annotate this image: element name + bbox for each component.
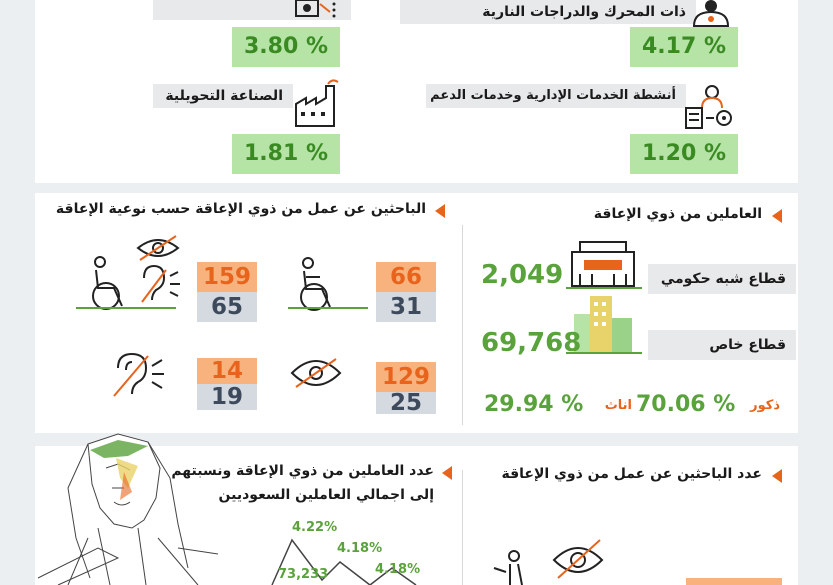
chevron-icon xyxy=(772,469,782,483)
chevron-icon xyxy=(435,204,445,218)
ear-count-bottom: 19 xyxy=(197,384,257,410)
green-baseline xyxy=(566,352,642,354)
eye-icon xyxy=(290,358,342,388)
sector-left-percent: 3.80 % xyxy=(232,27,340,67)
chevron-icon xyxy=(772,209,782,223)
private-sector-value: 69,768 xyxy=(481,328,582,358)
green-baseline xyxy=(76,307,176,309)
multiple-count-top: 159 xyxy=(197,262,257,292)
males-percent: 70.06 % xyxy=(636,392,736,417)
semi-government-value: 2,049 xyxy=(481,260,564,290)
employed-disabled-title: العاملين من ذوي الإعاقة xyxy=(593,206,762,222)
sector-manufacturing-percent: 1.81 % xyxy=(232,134,340,174)
semi-government-building-icon xyxy=(566,241,640,289)
seekers-count-title: عدد الباحثين عن عمل من ذوي الإعاقة xyxy=(501,466,762,482)
factory-icon xyxy=(295,79,339,127)
females-label: اناث xyxy=(604,398,632,413)
mechanic-icon xyxy=(692,0,730,27)
panel-divider xyxy=(462,470,463,585)
sector-vehicles-label: ذات المحرك والدراجات النارية xyxy=(400,0,696,24)
males-label: ذكور xyxy=(750,398,780,413)
seekers-count-bar xyxy=(686,578,782,585)
chart-label-1: 4.22% xyxy=(292,520,338,535)
private-sector-label: قطاع خاص xyxy=(648,330,796,360)
wheelchair-icon xyxy=(300,257,331,311)
chart-label-2: 4.18% xyxy=(337,541,383,556)
chart-label-3: 73,233 xyxy=(278,567,329,582)
green-baseline xyxy=(566,287,642,289)
bottom-panel xyxy=(35,446,798,585)
chart-label-4: 4.18% xyxy=(375,562,421,577)
sector-admin-percent: 1.20 % xyxy=(630,134,738,174)
wheelchair-multiple-icon xyxy=(92,235,180,310)
employed-ratio-title-line2: إلى اجمالي العاملين السعوديين xyxy=(218,487,434,503)
chevron-icon xyxy=(442,466,452,480)
employment-ratio-chart xyxy=(271,538,417,585)
sector-vehicles-percent: 4.17 % xyxy=(630,27,738,67)
sector-manufacturing-label: الصناعة التحويلية xyxy=(153,84,293,108)
ear-count-top: 14 xyxy=(197,358,257,384)
eye-count-top: 129 xyxy=(376,362,436,392)
admin-services-icon xyxy=(685,85,732,129)
panel-divider xyxy=(462,225,463,425)
green-baseline xyxy=(288,307,368,309)
disability-icons-group xyxy=(493,539,604,585)
wheelchair-count-bottom: 31 xyxy=(376,292,436,322)
man-illustration xyxy=(37,433,219,585)
seekers-by-type-title: الباحثين عن عمل من ذوي الإعاقة حسب نوعية… xyxy=(55,201,426,217)
wheelchair-count-top: 66 xyxy=(376,262,436,292)
private-sector-buildings-icon xyxy=(574,296,632,352)
ear-icon xyxy=(113,352,164,397)
sector-admin-label: أنشطة الخدمات الإدارية وخدمات الدعم xyxy=(426,84,686,108)
eye-count-bottom: 25 xyxy=(376,392,436,415)
worker-icon xyxy=(295,0,336,18)
females-percent: 29.94 % xyxy=(484,392,584,417)
employed-ratio-title-line1: عدد العاملين من ذوي الإعاقة ونسبتهم xyxy=(171,463,434,479)
semi-government-label: قطاع شبه حكومي xyxy=(648,264,796,294)
multiple-count-bottom: 65 xyxy=(197,292,257,322)
ratio-line xyxy=(271,538,417,585)
